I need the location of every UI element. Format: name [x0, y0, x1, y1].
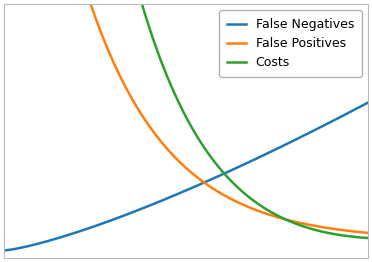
False Negatives	[199, 182, 203, 185]
Line: False Positives: False Positives	[4, 0, 368, 233]
Costs	[357, 236, 361, 239]
Line: False Negatives: False Negatives	[4, 103, 368, 250]
Costs	[218, 168, 223, 171]
False Negatives	[218, 173, 223, 177]
False Positives	[300, 222, 305, 225]
Costs	[177, 102, 182, 105]
Costs	[175, 97, 179, 101]
False Positives	[218, 192, 223, 195]
False Positives	[199, 179, 203, 182]
False Negatives	[2, 249, 7, 252]
False Negatives	[175, 193, 179, 196]
Costs	[366, 237, 370, 240]
False Positives	[357, 231, 361, 234]
False Positives	[366, 231, 370, 234]
False Negatives	[300, 135, 305, 138]
False Negatives	[357, 106, 361, 109]
Costs	[199, 141, 203, 144]
Legend: False Negatives, False Positives, Costs: False Negatives, False Positives, Costs	[219, 10, 362, 77]
Line: Costs: Costs	[4, 0, 368, 238]
False Negatives	[177, 192, 182, 195]
False Negatives	[366, 101, 370, 104]
False Positives	[177, 160, 182, 163]
Costs	[300, 225, 305, 228]
False Positives	[175, 158, 179, 161]
